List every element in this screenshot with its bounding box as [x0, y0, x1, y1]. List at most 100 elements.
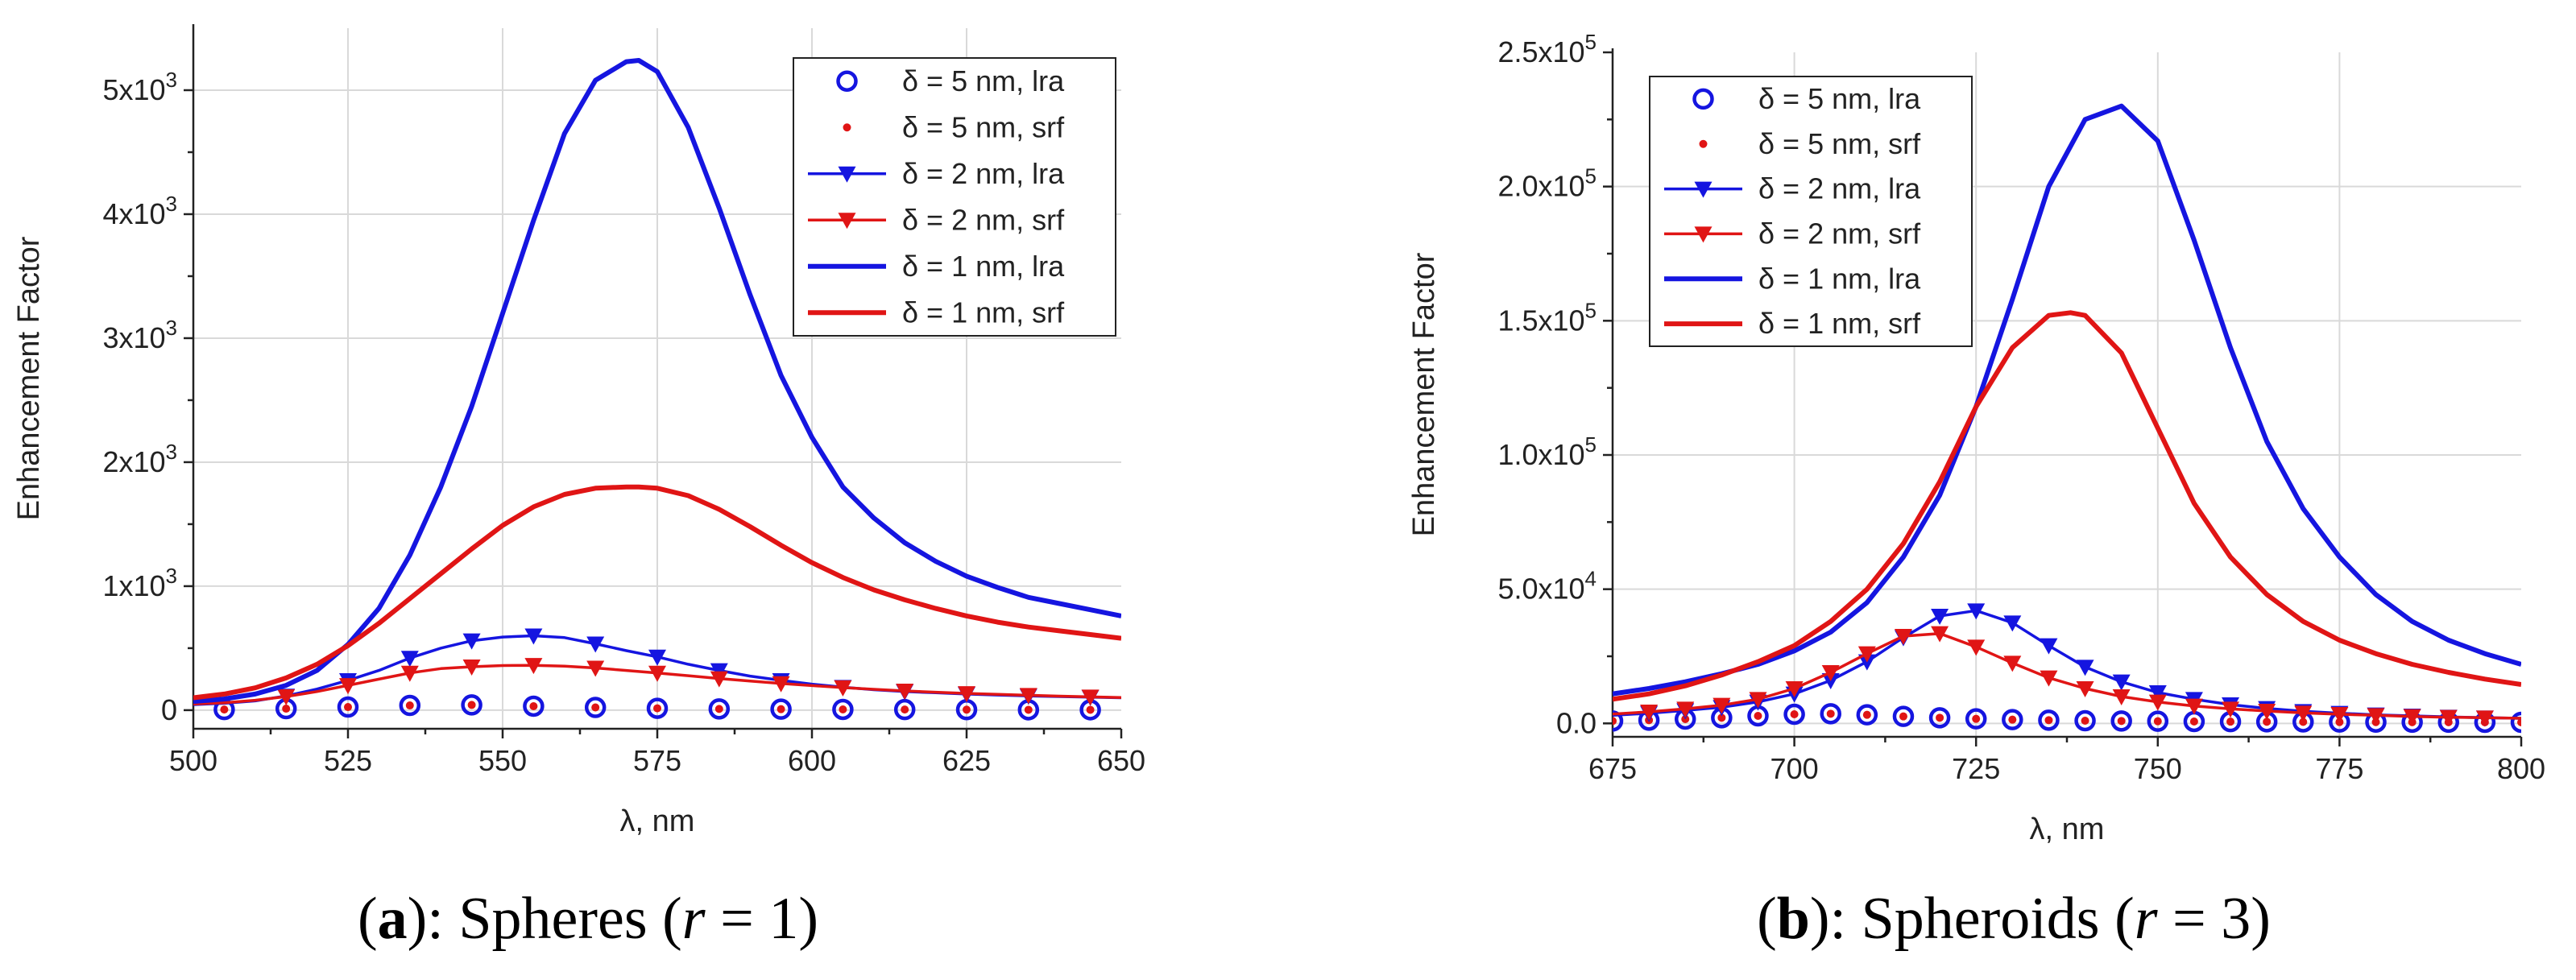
data-point: [710, 663, 728, 680]
data-point: [2117, 717, 2126, 726]
data-point: [1899, 712, 1907, 721]
data-point: [770, 698, 792, 720]
data-point: [1967, 603, 1986, 620]
data-point: [1936, 713, 1944, 722]
data-point: [772, 676, 790, 693]
data-point: [958, 686, 975, 703]
legend-item: δ = 1 nm, lra: [1664, 262, 1921, 295]
y-axis-label: Enhancement Factor: [1407, 252, 1441, 536]
data-point: [834, 680, 852, 697]
data-point: [2367, 708, 2385, 725]
legend-label: δ = 1 nm, srf: [902, 296, 1065, 329]
legend-label: δ = 5 nm, srf: [1758, 127, 1921, 160]
plot-area: [193, 58, 1121, 721]
data-point: [337, 696, 359, 718]
data-point: [2147, 710, 2169, 732]
data-point: [405, 701, 414, 710]
plot-area: [1613, 103, 2521, 734]
data-point: [2226, 717, 2235, 726]
legend-label: δ = 1 nm, lra: [1758, 262, 1921, 295]
data-point: [1081, 689, 1100, 706]
data-point: [1967, 639, 1986, 656]
x-tick-label: 550: [478, 744, 527, 777]
data-point: [1892, 705, 1915, 727]
data-point: [2222, 701, 2240, 718]
data-point: [1965, 708, 1987, 730]
data-point: [653, 704, 661, 713]
legend-label: δ = 1 nm, srf: [1758, 307, 1921, 340]
data-point: [714, 705, 723, 713]
data-point: [2403, 709, 2421, 726]
data-point: [2517, 718, 2521, 726]
data-point: [2110, 710, 2132, 732]
data-point: [2076, 660, 2094, 676]
data-point: [2074, 709, 2096, 732]
y-tick-label: 1.5x105: [1497, 298, 1597, 337]
data-point: [467, 701, 476, 709]
data-point: [838, 213, 856, 229]
data-point: [901, 705, 909, 714]
y-tick-label: 0.0: [1556, 706, 1597, 739]
data-point: [339, 678, 357, 695]
legend: δ = 5 nm, lra δ = 5 nm, srf δ = 2 nm, lra δ…: [1649, 76, 1973, 347]
legend-label: δ = 1 nm, lra: [902, 250, 1065, 283]
data-point: [1931, 626, 1949, 643]
x-tick-label: 625: [942, 744, 991, 777]
legend-label: δ = 2 nm, srf: [1758, 217, 1921, 250]
legend-label: δ = 5 nm, srf: [902, 110, 1065, 143]
data-point: [1754, 712, 1762, 720]
series-dot: [220, 701, 1095, 714]
x-tick-label: 800: [2497, 752, 2545, 785]
legend-label: δ = 2 nm, lra: [1758, 172, 1921, 205]
series-triangle: [1613, 626, 2521, 727]
data-point: [2002, 709, 2023, 730]
data-point: [836, 70, 858, 92]
data-point: [529, 701, 538, 710]
y-tick-label: 0: [161, 693, 177, 726]
data-point: [1024, 705, 1033, 714]
legend-item: δ = 2 nm, srf: [808, 203, 1065, 236]
data-point: [1713, 697, 1731, 714]
legend-label: δ = 5 nm, lra: [1758, 82, 1921, 115]
data-point: [1699, 139, 1708, 148]
data-point: [2330, 707, 2349, 723]
data-point: [1694, 181, 1713, 198]
data-point: [2003, 615, 2022, 632]
data-point: [2299, 717, 2308, 726]
legend-item: δ = 5 nm, lra: [836, 64, 1065, 97]
data-point: [2112, 674, 2131, 691]
panel-caption: (a): Spheres (r = 1): [358, 886, 818, 952]
data-point: [2153, 717, 2162, 726]
data-point: [1640, 705, 1659, 721]
data-point: [963, 705, 971, 714]
legend-label: δ = 5 nm, lra: [902, 64, 1065, 97]
data-point: [586, 636, 605, 653]
data-point: [2040, 670, 2058, 687]
data-point: [1856, 704, 1878, 726]
data-point: [1820, 703, 1841, 725]
data-point: [708, 698, 731, 720]
series-line: [193, 58, 1121, 705]
y-tick-label: 5x103: [102, 68, 177, 106]
data-point: [1862, 710, 1871, 719]
data-point: [282, 705, 291, 713]
data-point: [896, 684, 914, 701]
legend-label: δ = 2 nm, lra: [902, 157, 1065, 190]
series-line: [1613, 310, 2521, 702]
x-tick-label: 500: [169, 744, 217, 777]
data-point: [2076, 681, 2094, 697]
data-point: [524, 628, 543, 645]
panel-caption: (b): Spheroids (r = 3): [1757, 886, 2271, 952]
y-tick-label: 2x103: [102, 440, 177, 478]
data-point: [1717, 713, 1726, 722]
data-point: [838, 166, 856, 183]
data-point: [893, 698, 916, 721]
data-point: [646, 697, 669, 719]
data-point: [1694, 226, 1713, 243]
series-triangle: [193, 658, 1121, 706]
data-point: [462, 633, 481, 650]
data-point: [1692, 88, 1714, 110]
data-point: [584, 697, 607, 718]
data-point: [1826, 709, 1835, 718]
y-axis-label: Enhancement Factor: [12, 236, 46, 520]
